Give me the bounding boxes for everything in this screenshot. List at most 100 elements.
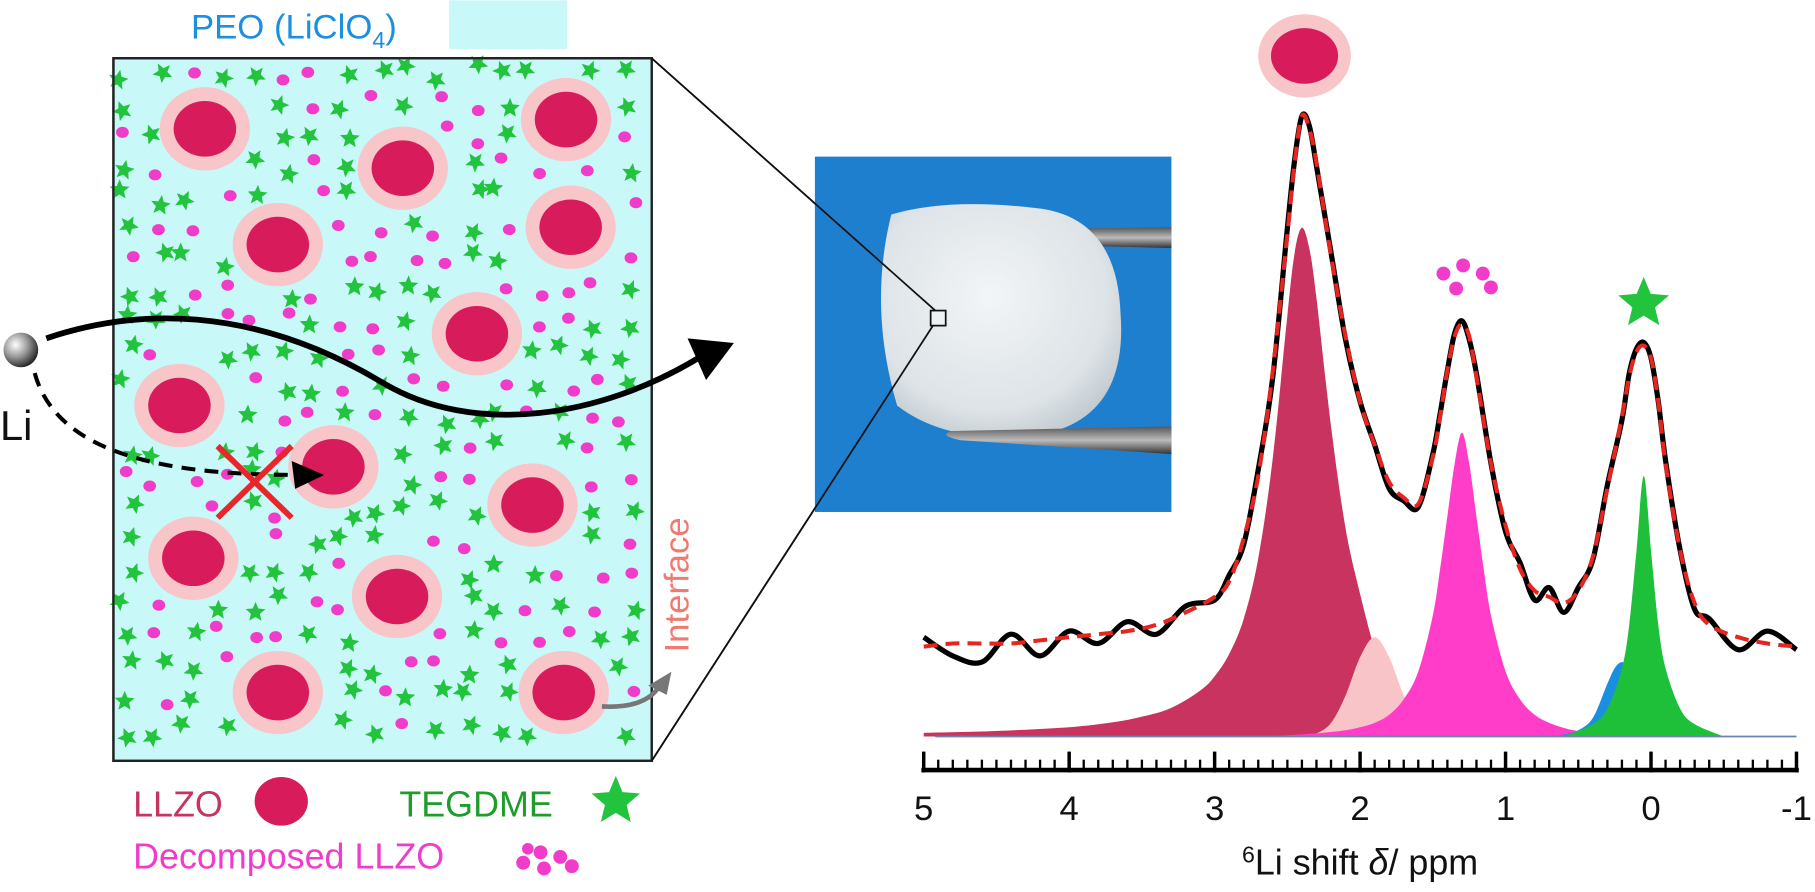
tegdme-star xyxy=(581,60,601,81)
tegdme-star xyxy=(109,591,130,612)
tegdme-star xyxy=(208,599,229,619)
tegdme-star xyxy=(265,562,285,583)
decomposed-dot xyxy=(612,416,625,428)
tegdme-star xyxy=(464,619,485,640)
tegdme-star xyxy=(621,280,641,300)
decomposed-dot xyxy=(427,655,440,667)
decomposed-dot xyxy=(345,255,359,267)
decomposed-dot xyxy=(269,631,282,643)
tegdme-star xyxy=(620,626,640,647)
decomposed-dot xyxy=(436,380,450,392)
tegdme-star xyxy=(218,350,238,370)
tegdme-star xyxy=(343,508,364,528)
tegdme-star xyxy=(309,348,329,369)
x-tick-label: 0 xyxy=(1641,790,1660,828)
tegdme-star xyxy=(171,714,191,734)
tegdme-star xyxy=(339,128,360,148)
decomposed-dot xyxy=(463,473,476,485)
tegdme-star xyxy=(339,64,359,85)
tegdme-star xyxy=(403,213,424,234)
x-tick-label: -1 xyxy=(1781,790,1812,828)
zoom-line xyxy=(651,57,936,312)
tegdme-star xyxy=(124,334,144,355)
tegdme-star xyxy=(297,624,318,645)
tegdme-star xyxy=(394,96,414,117)
tegdme-star xyxy=(556,431,576,451)
tegdme-star xyxy=(282,288,302,309)
tegdme-star xyxy=(459,664,480,684)
tegdme-star xyxy=(275,127,296,148)
decomposed-dot xyxy=(580,442,594,454)
llzo-core xyxy=(532,664,595,721)
decomposed-dot xyxy=(209,620,223,632)
tegdme-star xyxy=(122,527,142,547)
tegdme-star xyxy=(368,282,388,302)
tegdme-star xyxy=(471,179,491,200)
peo-swatch xyxy=(449,0,568,49)
decomposed-dot xyxy=(188,67,201,79)
component-peak xyxy=(1258,432,1651,737)
zoom-line xyxy=(650,325,934,762)
decomposed-dot xyxy=(588,606,601,618)
decomposed-dot xyxy=(624,474,638,486)
decomposed-dot xyxy=(278,415,292,427)
tegdme-star xyxy=(616,433,637,453)
tegdme-star xyxy=(392,496,412,516)
decomposed-dot xyxy=(379,685,392,697)
x-tick-label: 5 xyxy=(914,790,933,828)
decomposed-dot xyxy=(116,126,129,138)
tegdme-star xyxy=(497,124,517,144)
decomposed-dot xyxy=(596,572,610,584)
tegdme-star xyxy=(396,56,416,76)
tegdme-star xyxy=(266,468,286,489)
tegdme-star xyxy=(245,150,266,170)
decomposed-dot xyxy=(276,74,290,86)
decomposed-dot xyxy=(440,120,454,132)
tegdme-star xyxy=(488,250,508,271)
decomposed-dot xyxy=(427,535,440,547)
decomposed-dot xyxy=(186,225,200,237)
component-peak xyxy=(1563,475,1724,737)
tegdme-star xyxy=(527,379,547,399)
tegdme-star xyxy=(277,381,297,402)
decomposed-dot xyxy=(310,596,324,608)
tegdme-star xyxy=(270,95,290,115)
fillers xyxy=(109,55,647,748)
x-axis-label: 6Li shift δ/ ppm xyxy=(1242,842,1478,883)
decomposed-dot xyxy=(627,685,641,697)
tegdme-star xyxy=(343,680,364,700)
decomposed-dot xyxy=(148,169,162,181)
tegdme-star xyxy=(240,564,260,584)
tegdme-star xyxy=(183,661,204,681)
x-tick-label: 1 xyxy=(1496,790,1515,828)
tegdme-star xyxy=(581,502,601,523)
decomposed-dot xyxy=(366,323,380,335)
decomposed-dot xyxy=(562,287,576,299)
tegdme-star xyxy=(433,435,453,456)
tegdme-star xyxy=(364,724,384,745)
legend-decomposed: Decomposed LLZO xyxy=(133,836,444,876)
decomposed-dot xyxy=(629,197,643,209)
decomposed-dot xyxy=(404,656,418,668)
decomposed-dot xyxy=(333,321,347,333)
tegdme-star xyxy=(247,184,268,204)
tegdme-star xyxy=(515,61,536,80)
decomposed-dot xyxy=(580,165,594,177)
x-label-unit: / ppm xyxy=(1388,842,1478,882)
tegdme-star xyxy=(428,491,449,511)
zoom-square xyxy=(929,309,947,327)
tegdme-star xyxy=(483,602,504,622)
tegdme-star xyxy=(111,368,131,389)
tegdme-star xyxy=(298,563,319,583)
legend-tegdme-icon xyxy=(591,775,640,822)
tegdme-star xyxy=(622,162,642,183)
tegdme-star xyxy=(329,99,350,120)
tegdme-star xyxy=(237,404,258,424)
tegdme-star xyxy=(374,60,394,80)
tegdme-star xyxy=(114,690,135,710)
tegdme-star xyxy=(117,626,138,646)
blocked-path xyxy=(32,372,299,477)
tegdme-star xyxy=(499,682,519,702)
decomposed-dot xyxy=(307,154,321,166)
